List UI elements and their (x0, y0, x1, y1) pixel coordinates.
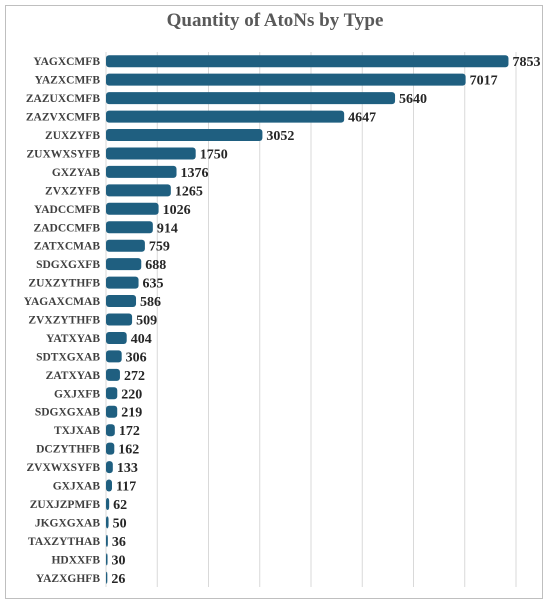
bar (106, 331, 127, 344)
value-label: 133 (117, 461, 138, 476)
bar (106, 202, 159, 215)
bar (106, 110, 345, 123)
bar (106, 534, 108, 547)
value-label: 162 (118, 443, 139, 458)
value-label: 30 (112, 553, 126, 568)
category-label: ZATXCMAB (34, 241, 101, 253)
value-label: 62 (113, 498, 127, 513)
bar (106, 276, 139, 289)
value-label: 1376 (181, 166, 209, 181)
category-label: YATXYAB (46, 333, 100, 345)
value-label: 117 (116, 480, 136, 495)
value-label: 1750 (200, 147, 228, 162)
bar (106, 479, 112, 492)
category-label: ZATXYAB (46, 370, 101, 382)
value-label: 306 (126, 350, 147, 365)
bar (106, 461, 113, 474)
value-label: 26 (111, 572, 125, 587)
category-label: ZUXZYTHFB (28, 278, 100, 290)
category-label: SDGXGXAB (35, 407, 101, 419)
category-label: ZUXJZPMFB (30, 499, 101, 511)
category-label: SDTXGXAB (36, 351, 100, 363)
value-label: 586 (140, 295, 161, 310)
category-label: ZADCCMFB (34, 222, 101, 234)
category-label: GXZYAB (52, 167, 100, 179)
bar (106, 350, 122, 363)
bar (106, 387, 118, 400)
category-label: DCZYTHFB (36, 444, 100, 456)
bar (106, 424, 115, 437)
bar (106, 73, 466, 86)
bar (106, 571, 108, 584)
value-label: 404 (131, 332, 152, 347)
bar (106, 405, 118, 418)
category-label: ZUXZYFB (45, 130, 100, 142)
category-label: ZAZVXCMFB (26, 112, 100, 124)
bar (106, 239, 145, 252)
category-label: JKGXGXAB (35, 517, 101, 529)
value-label: 3052 (266, 129, 294, 144)
value-label: 5640 (399, 92, 427, 107)
value-label: 172 (119, 424, 140, 439)
category-label: YAGXCMFB (33, 56, 100, 68)
value-label: 1026 (163, 203, 191, 218)
category-label: YADCCMFB (34, 204, 100, 216)
value-label: 220 (121, 387, 142, 402)
category-label: ZUXWXSYFB (27, 148, 101, 160)
category-label: ZVXWXSYFB (27, 462, 101, 474)
bar (106, 184, 171, 197)
category-label: TAXZYTHAB (28, 536, 100, 548)
bar (106, 147, 196, 160)
value-label: 50 (113, 516, 127, 531)
category-label: ZVXZYTHFB (28, 315, 100, 327)
category-label: SDGXGXFB (36, 259, 100, 271)
value-label: 759 (149, 240, 170, 255)
value-label: 1265 (175, 184, 203, 199)
value-label: 219 (121, 406, 142, 421)
value-label: 509 (136, 314, 157, 329)
value-label: 635 (143, 277, 164, 292)
value-label: 7853 (512, 55, 540, 70)
category-label: TXJXAB (54, 425, 100, 437)
bar (106, 442, 115, 455)
category-label: YAGAXCMAB (24, 296, 101, 308)
bar (106, 92, 396, 105)
bar (106, 313, 133, 326)
value-label: 7017 (470, 74, 498, 89)
value-label: 688 (145, 258, 166, 273)
bar (106, 368, 120, 381)
value-label: 4647 (348, 111, 376, 126)
value-label: 914 (157, 221, 178, 236)
chart-title: Quantity of AtoNs by Type (166, 10, 384, 31)
category-label: YAZXCMFB (35, 75, 101, 87)
category-label: GXJXFB (54, 388, 100, 400)
bar (106, 258, 142, 271)
bar (106, 497, 110, 510)
category-label: HDXXFB (51, 554, 100, 566)
bar (106, 55, 509, 68)
bar (106, 221, 153, 234)
category-label: YAZXGHFB (36, 573, 100, 585)
category-label: GXJXAB (53, 481, 101, 493)
bar (106, 165, 177, 178)
bar (106, 516, 109, 529)
value-label: 272 (124, 369, 145, 384)
value-label: 36 (112, 535, 126, 550)
bar (106, 129, 263, 142)
bar (106, 295, 137, 308)
bar (106, 553, 108, 566)
category-label: ZAZUXCMFB (26, 93, 100, 105)
category-label: ZVXZYFB (45, 185, 100, 197)
